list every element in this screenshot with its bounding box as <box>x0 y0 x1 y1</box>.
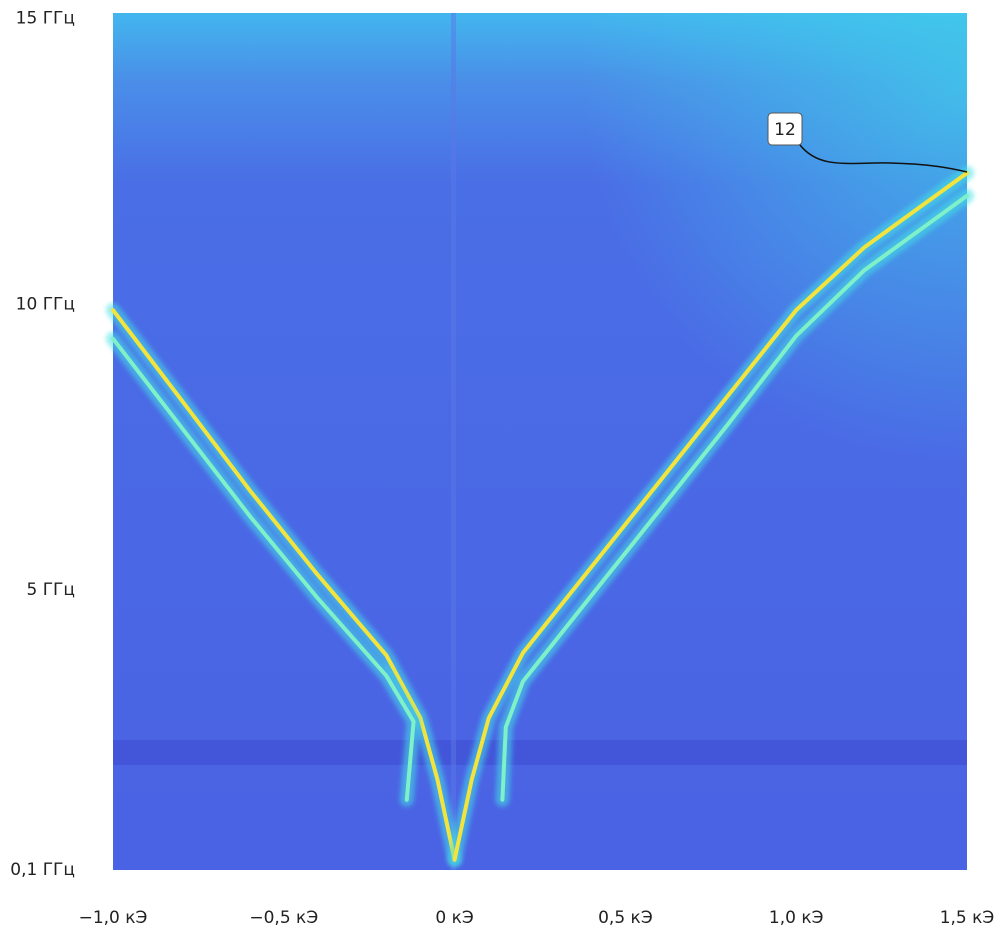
x-tick-label: 1,0 кЭ <box>769 908 824 928</box>
annotation-leader <box>799 144 968 173</box>
heatmap-glow <box>113 13 967 870</box>
x-tick-label: −1,0 кЭ <box>79 908 148 928</box>
annotation: 12 <box>774 120 796 140</box>
x-tick-label: −0,5 кЭ <box>249 908 318 928</box>
y-tick-label: 0,1 ГГц <box>10 860 75 880</box>
x-tick-label: 1,5 кЭ <box>940 908 995 928</box>
y-tick-label: 10 ГГц <box>16 294 75 314</box>
center-stripe <box>451 13 456 870</box>
x-tick-label: 0,5 кЭ <box>598 908 653 928</box>
curves <box>106 166 974 867</box>
x-tick-label: 0 кЭ <box>435 908 473 928</box>
y-tick-label: 5 ГГц <box>26 580 75 600</box>
curve <box>111 308 457 862</box>
plot-area <box>113 13 967 870</box>
y-tick-label: 15 ГГц <box>16 9 75 29</box>
curve <box>111 336 416 802</box>
dark-band <box>113 740 967 765</box>
curve <box>500 193 969 802</box>
curve <box>452 171 969 862</box>
annotation-box <box>767 112 803 146</box>
